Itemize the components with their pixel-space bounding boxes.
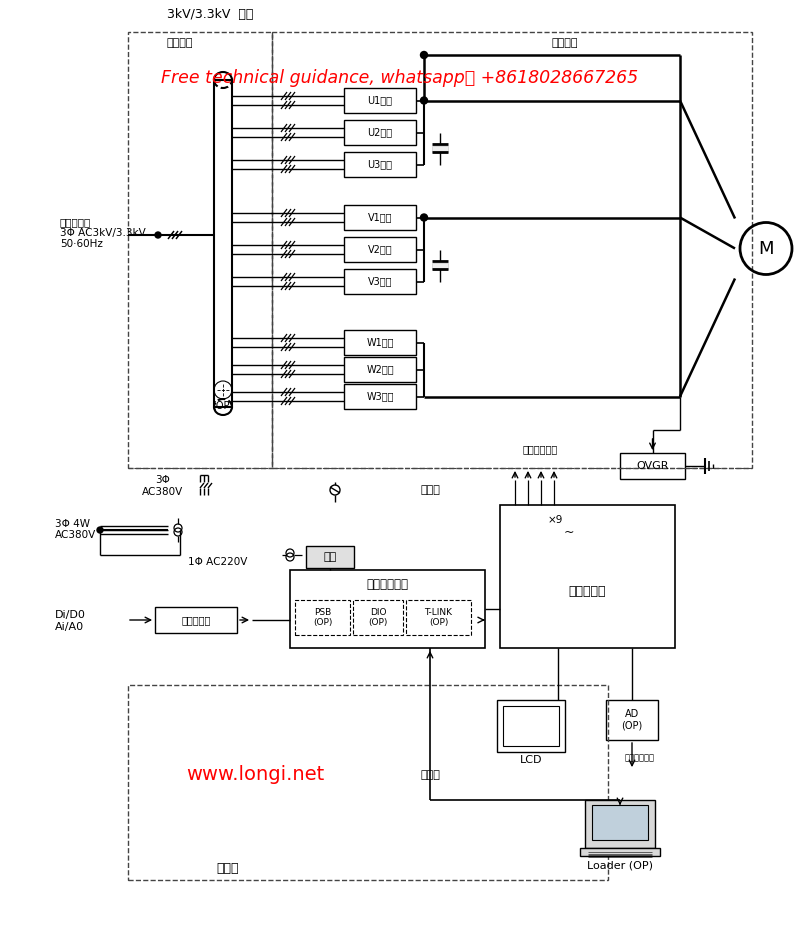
Text: 3Φ 4W: 3Φ 4W: [55, 519, 90, 529]
Bar: [344, 384, 416, 409]
Text: AC380V: AC380V: [55, 530, 96, 540]
Text: PSB
(OP): PSB (OP): [313, 608, 332, 627]
Bar: [353, 600, 403, 635]
Text: DIO
(OP): DIO (OP): [368, 608, 388, 627]
Bar: [155, 607, 237, 633]
Text: AD
(OP): AD (OP): [622, 709, 642, 731]
Text: 光纤触发信号: 光纤触发信号: [522, 444, 558, 454]
Text: 传送线: 传送线: [420, 770, 440, 780]
Text: 基本控制装置: 基本控制装置: [366, 577, 409, 591]
Bar: [432, 146, 448, 151]
Bar: [128, 32, 272, 468]
Bar: [344, 88, 416, 113]
Text: V3单元: V3单元: [368, 276, 392, 286]
Bar: [344, 269, 416, 294]
Text: 控制柜: 控制柜: [217, 861, 239, 874]
Text: V1单元: V1单元: [368, 212, 392, 223]
Circle shape: [421, 97, 427, 104]
Text: ×9: ×9: [547, 515, 562, 525]
Bar: [344, 152, 416, 177]
Bar: [344, 120, 416, 145]
Bar: [580, 848, 660, 856]
Bar: [290, 570, 485, 648]
Bar: [295, 600, 350, 635]
Text: LCD: LCD: [520, 755, 542, 765]
Bar: [592, 805, 648, 840]
Text: 变压器柜: 变压器柜: [166, 38, 194, 48]
Text: W1单元: W1单元: [366, 337, 394, 347]
Text: ~: ~: [564, 526, 574, 538]
Circle shape: [421, 214, 427, 221]
Text: T-LINK
(OP): T-LINK (OP): [425, 608, 453, 627]
Text: 模拟数据输出: 模拟数据输出: [625, 753, 655, 762]
Bar: [620, 453, 685, 479]
Bar: [306, 546, 354, 568]
Bar: [128, 685, 608, 880]
Text: W3单元: W3单元: [366, 392, 394, 402]
Text: U3单元: U3单元: [367, 160, 393, 170]
Bar: [606, 700, 658, 740]
Text: 电源: 电源: [323, 552, 337, 562]
Bar: [272, 32, 752, 468]
Bar: [344, 205, 416, 230]
Text: 1Φ AC220V: 1Φ AC220V: [188, 557, 248, 567]
Bar: [406, 600, 471, 635]
Text: 主回路电源: 主回路电源: [60, 217, 91, 227]
Text: M: M: [758, 239, 774, 257]
Circle shape: [155, 232, 161, 238]
Text: W2单元: W2单元: [366, 364, 394, 375]
Circle shape: [421, 52, 427, 58]
Bar: [344, 237, 416, 262]
Text: 3Φ: 3Φ: [155, 475, 170, 485]
Text: (OP): (OP): [212, 400, 234, 410]
Text: U1单元: U1单元: [367, 96, 393, 105]
Text: 脉冲分配板: 脉冲分配板: [569, 585, 606, 598]
Text: V2单元: V2单元: [368, 244, 392, 254]
Bar: [500, 505, 675, 648]
Text: Ai/A0: Ai/A0: [55, 622, 84, 632]
Text: 3kV/3.3kV  规格: 3kV/3.3kV 规格: [167, 8, 253, 21]
Bar: [344, 330, 416, 355]
Bar: [503, 706, 559, 746]
Text: Free technical guidance, whatsapp： +8618028667265: Free technical guidance, whatsapp： +8618…: [162, 69, 638, 87]
Text: AC380V: AC380V: [142, 487, 184, 497]
Text: Di/D0: Di/D0: [55, 610, 86, 620]
Bar: [585, 800, 655, 848]
Bar: [344, 357, 416, 382]
Circle shape: [97, 527, 103, 533]
Text: 变频器柜: 变频器柜: [552, 38, 578, 48]
Text: U2单元: U2单元: [367, 128, 393, 137]
Text: 继电器单元: 继电器单元: [182, 615, 210, 625]
Text: 3Φ AC3kV/3.3kV: 3Φ AC3kV/3.3kV: [60, 228, 146, 238]
Bar: [214, 80, 232, 407]
Text: 50·60Hz: 50·60Hz: [60, 239, 103, 249]
Bar: [497, 700, 565, 752]
Text: 控制线: 控制线: [420, 485, 440, 495]
Text: OVGR: OVGR: [636, 461, 669, 471]
Text: www.longi.net: www.longi.net: [186, 765, 324, 784]
Bar: [432, 263, 448, 269]
Text: Loader (OP): Loader (OP): [587, 860, 653, 870]
